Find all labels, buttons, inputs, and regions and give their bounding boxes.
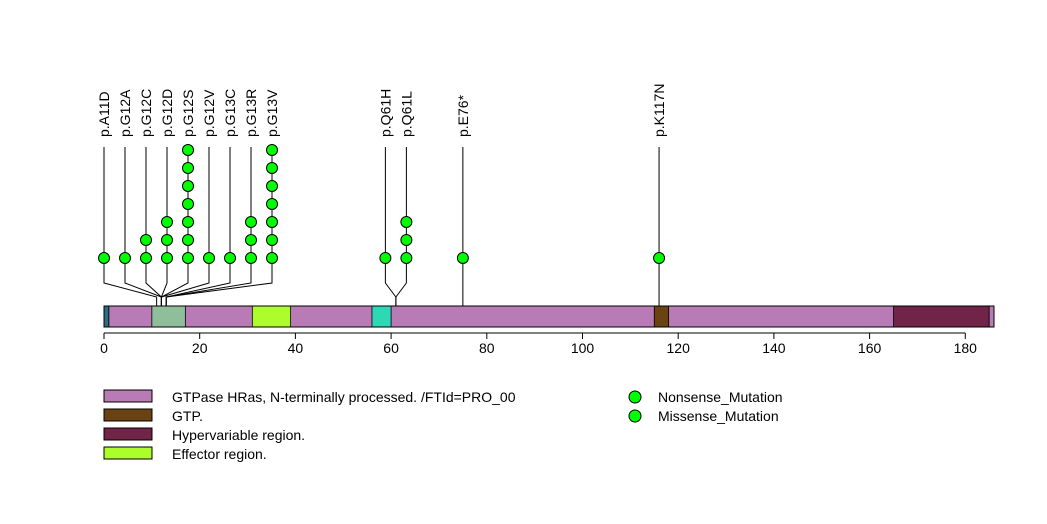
protein-bar-border: [103, 305, 995, 328]
legend-label: Hypervariable region.: [172, 427, 305, 443]
legend-label: GTP.: [172, 408, 203, 424]
x-tick-label: 60: [383, 340, 399, 356]
mutation-label: p.Q61L: [398, 91, 414, 137]
stem-line: [124, 258, 162, 306]
mutation-dot: [182, 234, 194, 246]
mutation-label: p.G13V: [264, 89, 280, 137]
mutation-dot: [161, 216, 173, 228]
mutation-dot: [182, 144, 194, 156]
mutation-dot: [98, 252, 110, 264]
stem-line: [384, 258, 397, 306]
mutation-dot: [182, 162, 194, 174]
domain-rect: [653, 305, 670, 328]
domain-rect: [103, 305, 110, 328]
mutation-dot: [140, 234, 152, 246]
mutation-label: p.G13R: [243, 89, 259, 137]
legend-swatch: [103, 427, 153, 441]
mutation-dot: [379, 252, 392, 264]
x-tick-label: 180: [954, 340, 978, 356]
domain-rect: [371, 305, 392, 328]
legend: GTPase HRas, N-terminally processed. /FT…: [103, 389, 783, 462]
mutation-dot: [266, 162, 278, 174]
domain-rect: [108, 305, 995, 328]
protein-domains: [103, 305, 995, 328]
legend-dot: [628, 390, 642, 404]
mutation-dot: [400, 216, 413, 228]
mutation-label: p.G12V: [201, 89, 217, 137]
mutation-dot: [161, 234, 173, 246]
mutation-dot: [224, 252, 236, 264]
mutation-label: p.G13C: [222, 89, 238, 137]
stem-line: [145, 258, 162, 306]
legend-swatch: [103, 408, 153, 422]
stem-line: [160, 258, 210, 306]
legend-dot: [628, 409, 642, 423]
mutation-dot: [245, 216, 257, 228]
mutation-dot: [161, 252, 173, 264]
mutation-dot: [182, 180, 194, 192]
domain-rect: [251, 305, 292, 328]
mutation-dot: [266, 180, 278, 192]
domain-rect: [988, 305, 995, 328]
domain-rect: [893, 305, 990, 328]
mutation-dot: [266, 252, 278, 264]
stem-line: [160, 258, 189, 306]
stem-line: [165, 258, 273, 306]
mutation-dot: [653, 252, 666, 264]
mutation-dot: [140, 252, 152, 264]
mutation-dot: [245, 252, 257, 264]
domain-rect: [151, 305, 186, 328]
legend-swatch: [103, 446, 153, 460]
mutation-dot: [203, 252, 215, 264]
x-tick-label: 0: [100, 340, 108, 356]
stem-line: [395, 258, 407, 306]
legend-label: Missense_Mutation: [658, 408, 779, 424]
mutation-dot: [400, 234, 413, 246]
mutation-labels: p.A11D p.G12A p.G12C p.G12D p.G12S p.G12V p.G1…: [96, 84, 667, 137]
stem-line: [103, 258, 158, 306]
mutation-label: p.K117N: [651, 84, 667, 137]
x-tick-label: 120: [667, 340, 691, 356]
legend-label: GTPase HRas, N-terminally processed. /FT…: [172, 389, 516, 405]
x-axis: 0 20 40 60 80 100 120 140 160 180: [100, 332, 978, 356]
mutation-dots: [98, 144, 666, 264]
mutation-dot: [119, 252, 131, 264]
mutation-dot: [245, 234, 257, 246]
mutation-dot: [400, 252, 413, 264]
legend-swatch: [103, 389, 153, 403]
legend-label: Nonsense_Mutation: [658, 389, 783, 405]
mutation-stems: [103, 147, 660, 306]
mutation-dot: [266, 234, 278, 246]
mutation-dot: [456, 252, 469, 264]
mutation-label: p.G12S: [180, 90, 196, 137]
stem-line: [165, 258, 231, 306]
x-tick-label: 100: [571, 340, 595, 356]
x-tick-label: 20: [192, 340, 208, 356]
mutation-label: p.G12C: [138, 89, 154, 137]
mutation-dot: [266, 144, 278, 156]
mutation-dot: [182, 252, 194, 264]
mutation-label: p.Q61H: [377, 89, 393, 137]
x-tick-label: 160: [858, 340, 882, 356]
mutation-label: p.G12A: [117, 89, 133, 137]
mutation-label: p.A11D: [96, 91, 112, 137]
mutation-dot: [266, 198, 278, 210]
legend-label: Effector region.: [172, 446, 267, 462]
x-tick-label: 140: [762, 340, 786, 356]
mutation-label: p.G12D: [159, 89, 175, 137]
mutation-dot: [182, 216, 194, 228]
mutation-dot: [182, 198, 194, 210]
x-tick-label: 80: [479, 340, 495, 356]
mutation-dot: [266, 216, 278, 228]
x-tick-label: 40: [288, 340, 304, 356]
mutation-label: p.E76*: [455, 94, 471, 137]
